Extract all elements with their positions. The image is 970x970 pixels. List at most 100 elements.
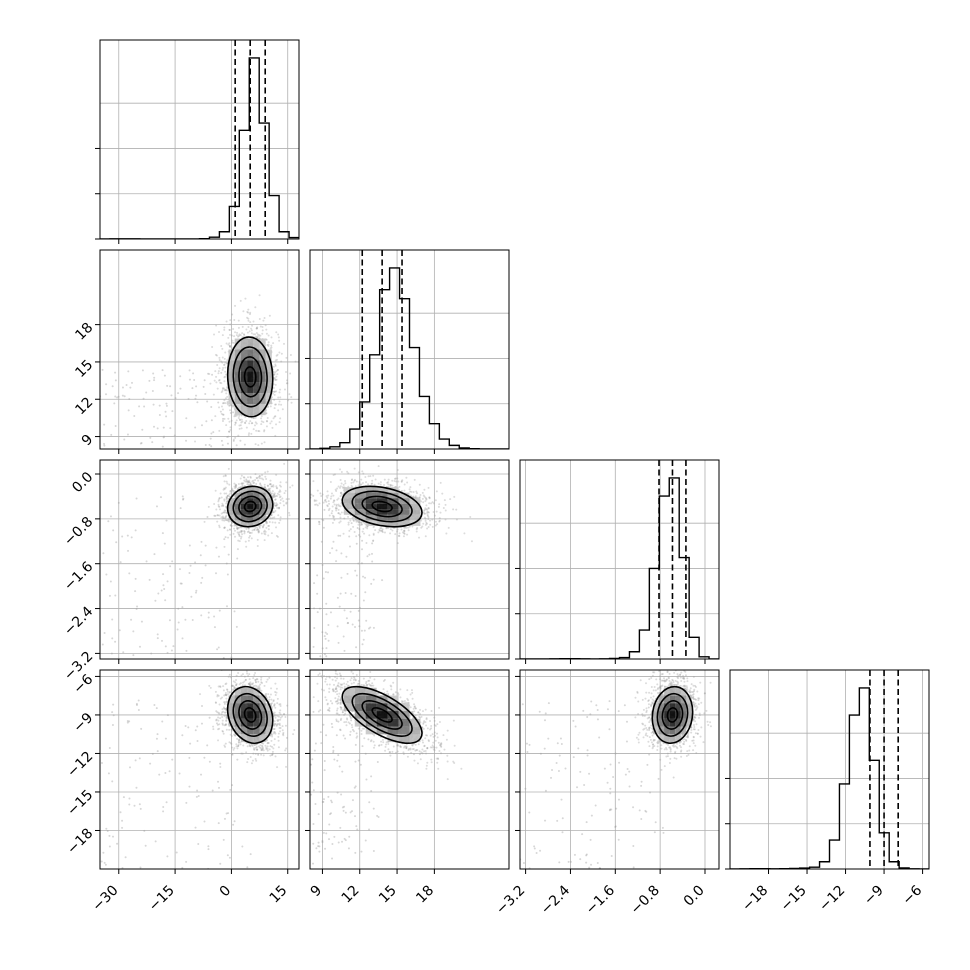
sample-point <box>373 483 376 486</box>
sample-point <box>432 502 435 505</box>
sample-point <box>313 499 316 502</box>
sample-point <box>269 347 272 350</box>
sample-point <box>234 436 237 439</box>
sample-point <box>411 525 414 528</box>
sample-point <box>438 520 441 523</box>
sample-point <box>200 424 203 427</box>
sample-point <box>239 334 242 337</box>
sample-point <box>273 377 276 380</box>
sample-point <box>195 589 198 592</box>
sample-point <box>357 534 360 537</box>
sample-point <box>334 488 337 491</box>
sample-point <box>385 527 388 530</box>
sample-point <box>153 425 156 428</box>
sample-point <box>223 499 226 502</box>
sample-point <box>148 578 151 581</box>
sample-point <box>229 346 232 349</box>
density-bin <box>240 487 248 493</box>
sample-point <box>195 385 198 388</box>
sample-point <box>275 375 278 378</box>
sample-point <box>274 378 277 381</box>
sample-point <box>225 511 228 514</box>
sample-point <box>276 368 279 371</box>
density-bin <box>234 382 241 394</box>
sample-point <box>111 618 114 621</box>
y-tick-label: 15 <box>72 357 96 381</box>
sample-point <box>121 386 124 389</box>
density-bin <box>265 503 272 510</box>
sample-point <box>110 433 113 436</box>
sample-point <box>219 381 222 384</box>
sample-point <box>250 422 253 425</box>
sample-point <box>222 413 225 416</box>
sample-point <box>264 324 267 327</box>
sample-point <box>247 480 250 483</box>
sample-point <box>252 428 255 431</box>
sample-point <box>256 538 259 541</box>
sample-point <box>318 502 321 505</box>
sample-point <box>397 534 400 537</box>
sample-point <box>217 505 220 508</box>
sample-point <box>335 490 338 493</box>
sample-point <box>184 618 187 621</box>
sample-point <box>358 482 361 485</box>
sample-point <box>333 499 336 502</box>
sample-point <box>261 332 264 335</box>
sample-point <box>161 445 164 448</box>
sample-point <box>400 480 403 483</box>
sample-point <box>177 392 180 395</box>
sample-point <box>360 521 363 524</box>
sample-point <box>408 525 411 528</box>
sample-point <box>434 520 437 523</box>
sample-point <box>276 506 279 509</box>
sample-point <box>163 542 166 545</box>
sample-point <box>221 417 224 420</box>
sample-point <box>270 344 273 347</box>
sample-point <box>367 483 370 486</box>
sample-point <box>315 499 318 502</box>
x-tick-label: −12 <box>816 883 848 915</box>
sample-point <box>231 404 234 407</box>
sample-point <box>254 416 257 419</box>
sample-point <box>449 498 452 501</box>
sample-point <box>156 633 159 636</box>
sample-point <box>204 393 207 396</box>
sample-point <box>238 491 241 494</box>
sample-point <box>272 386 275 389</box>
density-bin <box>234 492 241 499</box>
sample-point <box>161 369 164 372</box>
sample-point <box>377 465 380 468</box>
sample-point <box>428 497 431 500</box>
sample-point <box>163 588 166 591</box>
density-bin <box>228 514 235 521</box>
sample-point <box>335 503 338 506</box>
sample-point <box>363 521 366 524</box>
sample-point <box>132 654 135 657</box>
sample-point <box>227 343 230 346</box>
sample-point <box>240 530 243 533</box>
sample-point <box>232 439 235 442</box>
sample-point <box>337 497 340 500</box>
sample-point <box>224 519 227 522</box>
sample-point <box>239 477 242 480</box>
sample-point <box>274 498 277 501</box>
sample-point <box>229 426 232 429</box>
sample-point <box>128 572 131 575</box>
sample-point <box>161 532 164 535</box>
sample-point <box>418 536 421 539</box>
sample-point <box>374 478 377 481</box>
sample-point <box>227 467 230 470</box>
sample-point <box>245 479 248 482</box>
density-bin <box>240 382 248 394</box>
sample-point <box>330 495 333 498</box>
sample-point <box>237 486 240 489</box>
sample-point <box>224 397 227 400</box>
sample-point <box>322 501 325 504</box>
sample-point <box>274 415 277 418</box>
sample-point <box>326 505 329 508</box>
sample-point <box>396 477 399 480</box>
sample-point <box>224 486 227 489</box>
sample-point <box>223 387 226 390</box>
sample-point <box>370 482 373 485</box>
sample-point <box>223 511 226 514</box>
